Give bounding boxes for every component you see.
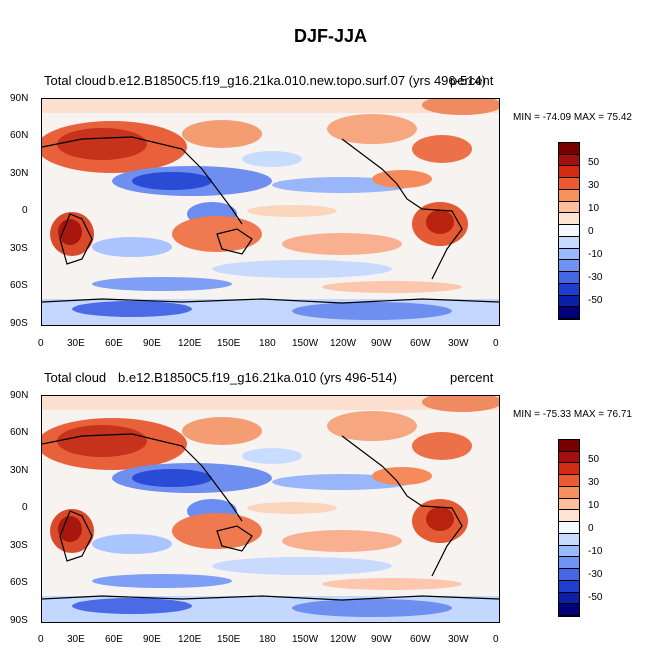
lat-label: 30S [10,540,28,551]
lon-label: 180 [259,634,276,645]
colorbar-swatch [559,463,579,476]
lon-label: 30E [67,338,85,349]
lon-label: 120E [178,634,202,645]
lon-label: 120E [178,338,202,349]
panel-center-label: b.e12.B1850C5.f19_g16.21ka.010 (yrs 496-… [118,370,397,385]
lat-label: 90S [10,615,28,626]
lat-label: 60S [10,280,28,291]
colorbar-label: -50 [588,295,603,306]
colorbar [558,439,580,617]
cloud-map-top [41,98,500,326]
lon-label: 90E [143,634,161,645]
colorbar-label: -50 [588,592,603,603]
colorbar-label: 50 [588,454,600,465]
figure-title: DJF-JJA [293,26,368,46]
min-max-text: MIN = -74.09 MAX = 75.42 [513,112,632,123]
lon-label: 90W [371,338,392,349]
lon-label: 0 [38,338,44,349]
colorbar-label: -10 [588,546,603,557]
colorbar-swatch [559,580,579,593]
colorbar-swatch [559,486,579,499]
colorbar-label: -30 [588,569,603,580]
colorbar-swatch [559,533,579,546]
lon-label: 60W [410,338,431,349]
colorbar-swatch [559,260,579,273]
panel-center-label: b.e12.B1850C5.f19_g16.21ka.010.new.topo.… [108,73,486,88]
panel-left-label: Total cloud [44,370,107,385]
cloud-map-bottom [41,395,500,623]
colorbar-swatch [559,295,579,308]
colorbar-swatch [559,236,579,249]
lat-label: 90N [10,93,29,104]
colorbar-swatch [559,283,579,296]
map-field-bottom [42,396,499,622]
colorbar-swatch [559,440,579,452]
colorbar-swatch [559,307,579,319]
map-field-top [42,99,499,325]
lon-label: 60E [105,338,123,349]
lon-label: 150E [217,634,241,645]
colorbar-label: -30 [588,272,603,283]
colorbar-swatch [559,475,579,487]
colorbar-swatch [559,592,579,605]
lat-label: 30N [10,465,29,476]
colorbar-swatch [559,498,579,511]
colorbar-swatch [559,178,579,190]
colorbar-swatch [559,522,579,534]
panel-left-label: Total cloud [44,73,107,88]
colorbar-swatch [559,545,579,558]
lon-label: 0 [38,634,44,645]
lon-label: 30E [67,634,85,645]
lat-label: 60N [10,427,29,438]
colorbar-swatch [559,189,579,202]
lon-label: 180 [259,338,276,349]
lat-label: 60S [10,577,28,588]
colorbar-label: 50 [588,157,600,168]
colorbar-swatch [559,201,579,214]
colorbar-swatch [559,569,579,581]
lon-label: 90W [371,634,392,645]
lon-label: 60W [410,634,431,645]
lat-label: 90N [10,390,29,401]
lat-label: 0 [22,205,28,216]
colorbar-swatch [559,557,579,570]
lon-label: 60E [105,634,123,645]
colorbar-swatch [559,604,579,616]
colorbar-label: -10 [588,249,603,260]
colorbar-label: 0 [588,523,594,534]
lon-label: 150W [292,338,319,349]
colorbar-label: 10 [588,203,600,214]
lon-label: 0 [493,338,499,349]
colorbar-swatch [559,451,579,464]
lon-label: 120W [330,634,357,645]
lon-label: 90E [143,338,161,349]
colorbar [558,142,580,320]
colorbar-label: 30 [588,180,600,191]
colorbar-swatch [559,225,579,237]
lat-label: 30N [10,168,29,179]
lat-label: 90S [10,318,28,329]
lat-label: 60N [10,130,29,141]
lon-label: 0 [493,634,499,645]
colorbar-swatch [559,272,579,284]
colorbar-swatch [559,154,579,167]
min-max-text: MIN = -75.33 MAX = 76.71 [513,409,632,420]
colorbar-label: 30 [588,477,600,488]
lon-label: 120W [330,338,357,349]
lat-label: 0 [22,502,28,513]
panel-right-label: percent [450,370,494,385]
colorbar-swatch [559,213,579,226]
colorbar-swatch [559,510,579,523]
colorbar-swatch [559,248,579,261]
lon-label: 150W [292,634,319,645]
colorbar-label: 0 [588,226,594,237]
lon-label: 150E [217,338,241,349]
lon-label: 30W [448,634,469,645]
colorbar-label: 10 [588,500,600,511]
colorbar-swatch [559,143,579,155]
lat-label: 30S [10,243,28,254]
lon-label: 30W [448,338,469,349]
colorbar-swatch [559,166,579,179]
panel-right-label: percent [450,73,494,88]
